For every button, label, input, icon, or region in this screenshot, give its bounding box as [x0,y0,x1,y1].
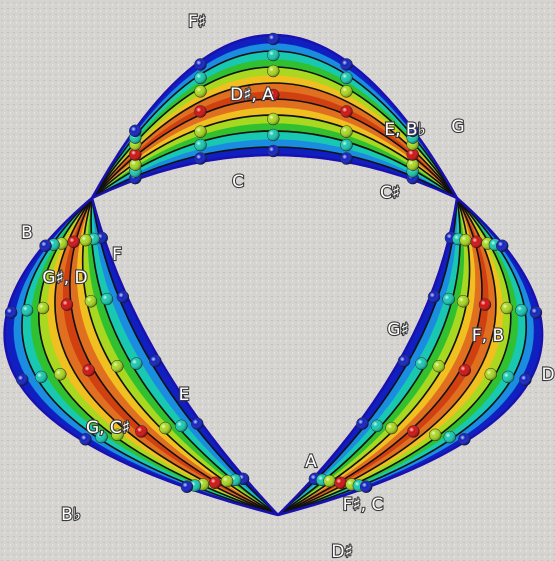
node-shine [496,240,508,252]
node-shine [194,85,206,97]
node-shine [479,299,491,311]
node-shine [324,475,336,487]
node-shine [267,145,279,157]
node-shine [35,371,47,383]
note-label: F♯, C [343,495,384,515]
node-shine [194,139,206,151]
note-label: D [541,365,554,385]
node-shine [459,364,471,376]
node-shine [68,236,80,248]
note-label: F♯ [188,12,206,32]
node-shine [340,85,352,97]
node-shine [530,306,542,318]
node-shine [135,425,147,437]
node-shine [209,477,221,489]
note-label: E [179,385,190,405]
node-shine [267,49,279,61]
node-shine [340,153,352,165]
note-label: B [21,223,33,243]
note-label: G [451,117,464,137]
node-shine [61,299,73,311]
note-label: G, C♯ [86,418,130,438]
note-label: C♯ [380,183,400,203]
tonnetz-band: F♯ D♯, A E, B♭ G C C♯ B F G♯, D G♯ F, B D E G, C♯ A F♯,… [0,0,555,561]
node-shine [159,422,171,434]
node-shine [433,360,445,372]
node-shine [149,355,161,367]
node-shine [175,420,187,432]
node-shine [40,240,52,252]
node-shine [54,368,66,380]
note-label: E, B♭ [384,120,425,140]
node-shine [340,105,352,117]
node-shine [340,58,352,70]
node-shine [267,129,279,141]
node-shine [471,236,483,248]
node-shine [457,295,469,307]
node-shine [181,481,193,493]
node-shine [194,72,206,84]
node-shine [85,295,97,307]
node-shine [340,72,352,84]
node-shine [340,126,352,138]
node-shine [37,302,49,314]
node-shine [194,126,206,138]
node-shine [267,113,279,125]
node-shine [443,293,455,305]
node-shine [101,293,113,305]
node-shine [111,360,123,372]
node-shine [501,302,513,314]
node-shine [429,429,441,441]
node-shine [129,125,141,137]
node-shine [194,105,206,117]
node-shine [83,364,95,376]
node-shine [485,368,497,380]
node-shine [194,58,206,70]
node-shine [340,139,352,151]
node-shine [80,234,92,246]
node-shine [16,374,28,386]
note-label: B♭ [61,505,81,525]
node-shine [191,418,203,430]
node-shine [130,358,142,370]
node-shine [371,420,383,432]
node-shine [428,291,440,303]
note-label: F [112,245,122,265]
note-label: D♯ [331,542,352,561]
node-shine [458,433,470,445]
node-shine [21,304,33,316]
node-shine [117,291,129,303]
node-shine [398,355,410,367]
node-shine [221,475,233,487]
node-shine [515,304,527,316]
note-label: D♯, A [230,85,274,105]
note-label: A [305,452,317,472]
note-label: G♯, D [42,268,87,288]
note-label: G♯ [387,320,408,340]
node-shine [5,306,17,318]
node-shine [194,153,206,165]
node-shine [356,418,368,430]
node-shine [335,477,347,489]
node-shine [502,371,514,383]
note-label: C [232,172,244,192]
node-shine [519,374,531,386]
node-shine [460,234,472,246]
node-shine [444,431,456,443]
node-shine [360,481,372,493]
node-shine [267,33,279,45]
node-shine [267,65,279,77]
note-label: F, B [472,326,504,346]
node-shine [407,425,419,437]
node-shine [386,422,398,434]
node-shine [415,358,427,370]
